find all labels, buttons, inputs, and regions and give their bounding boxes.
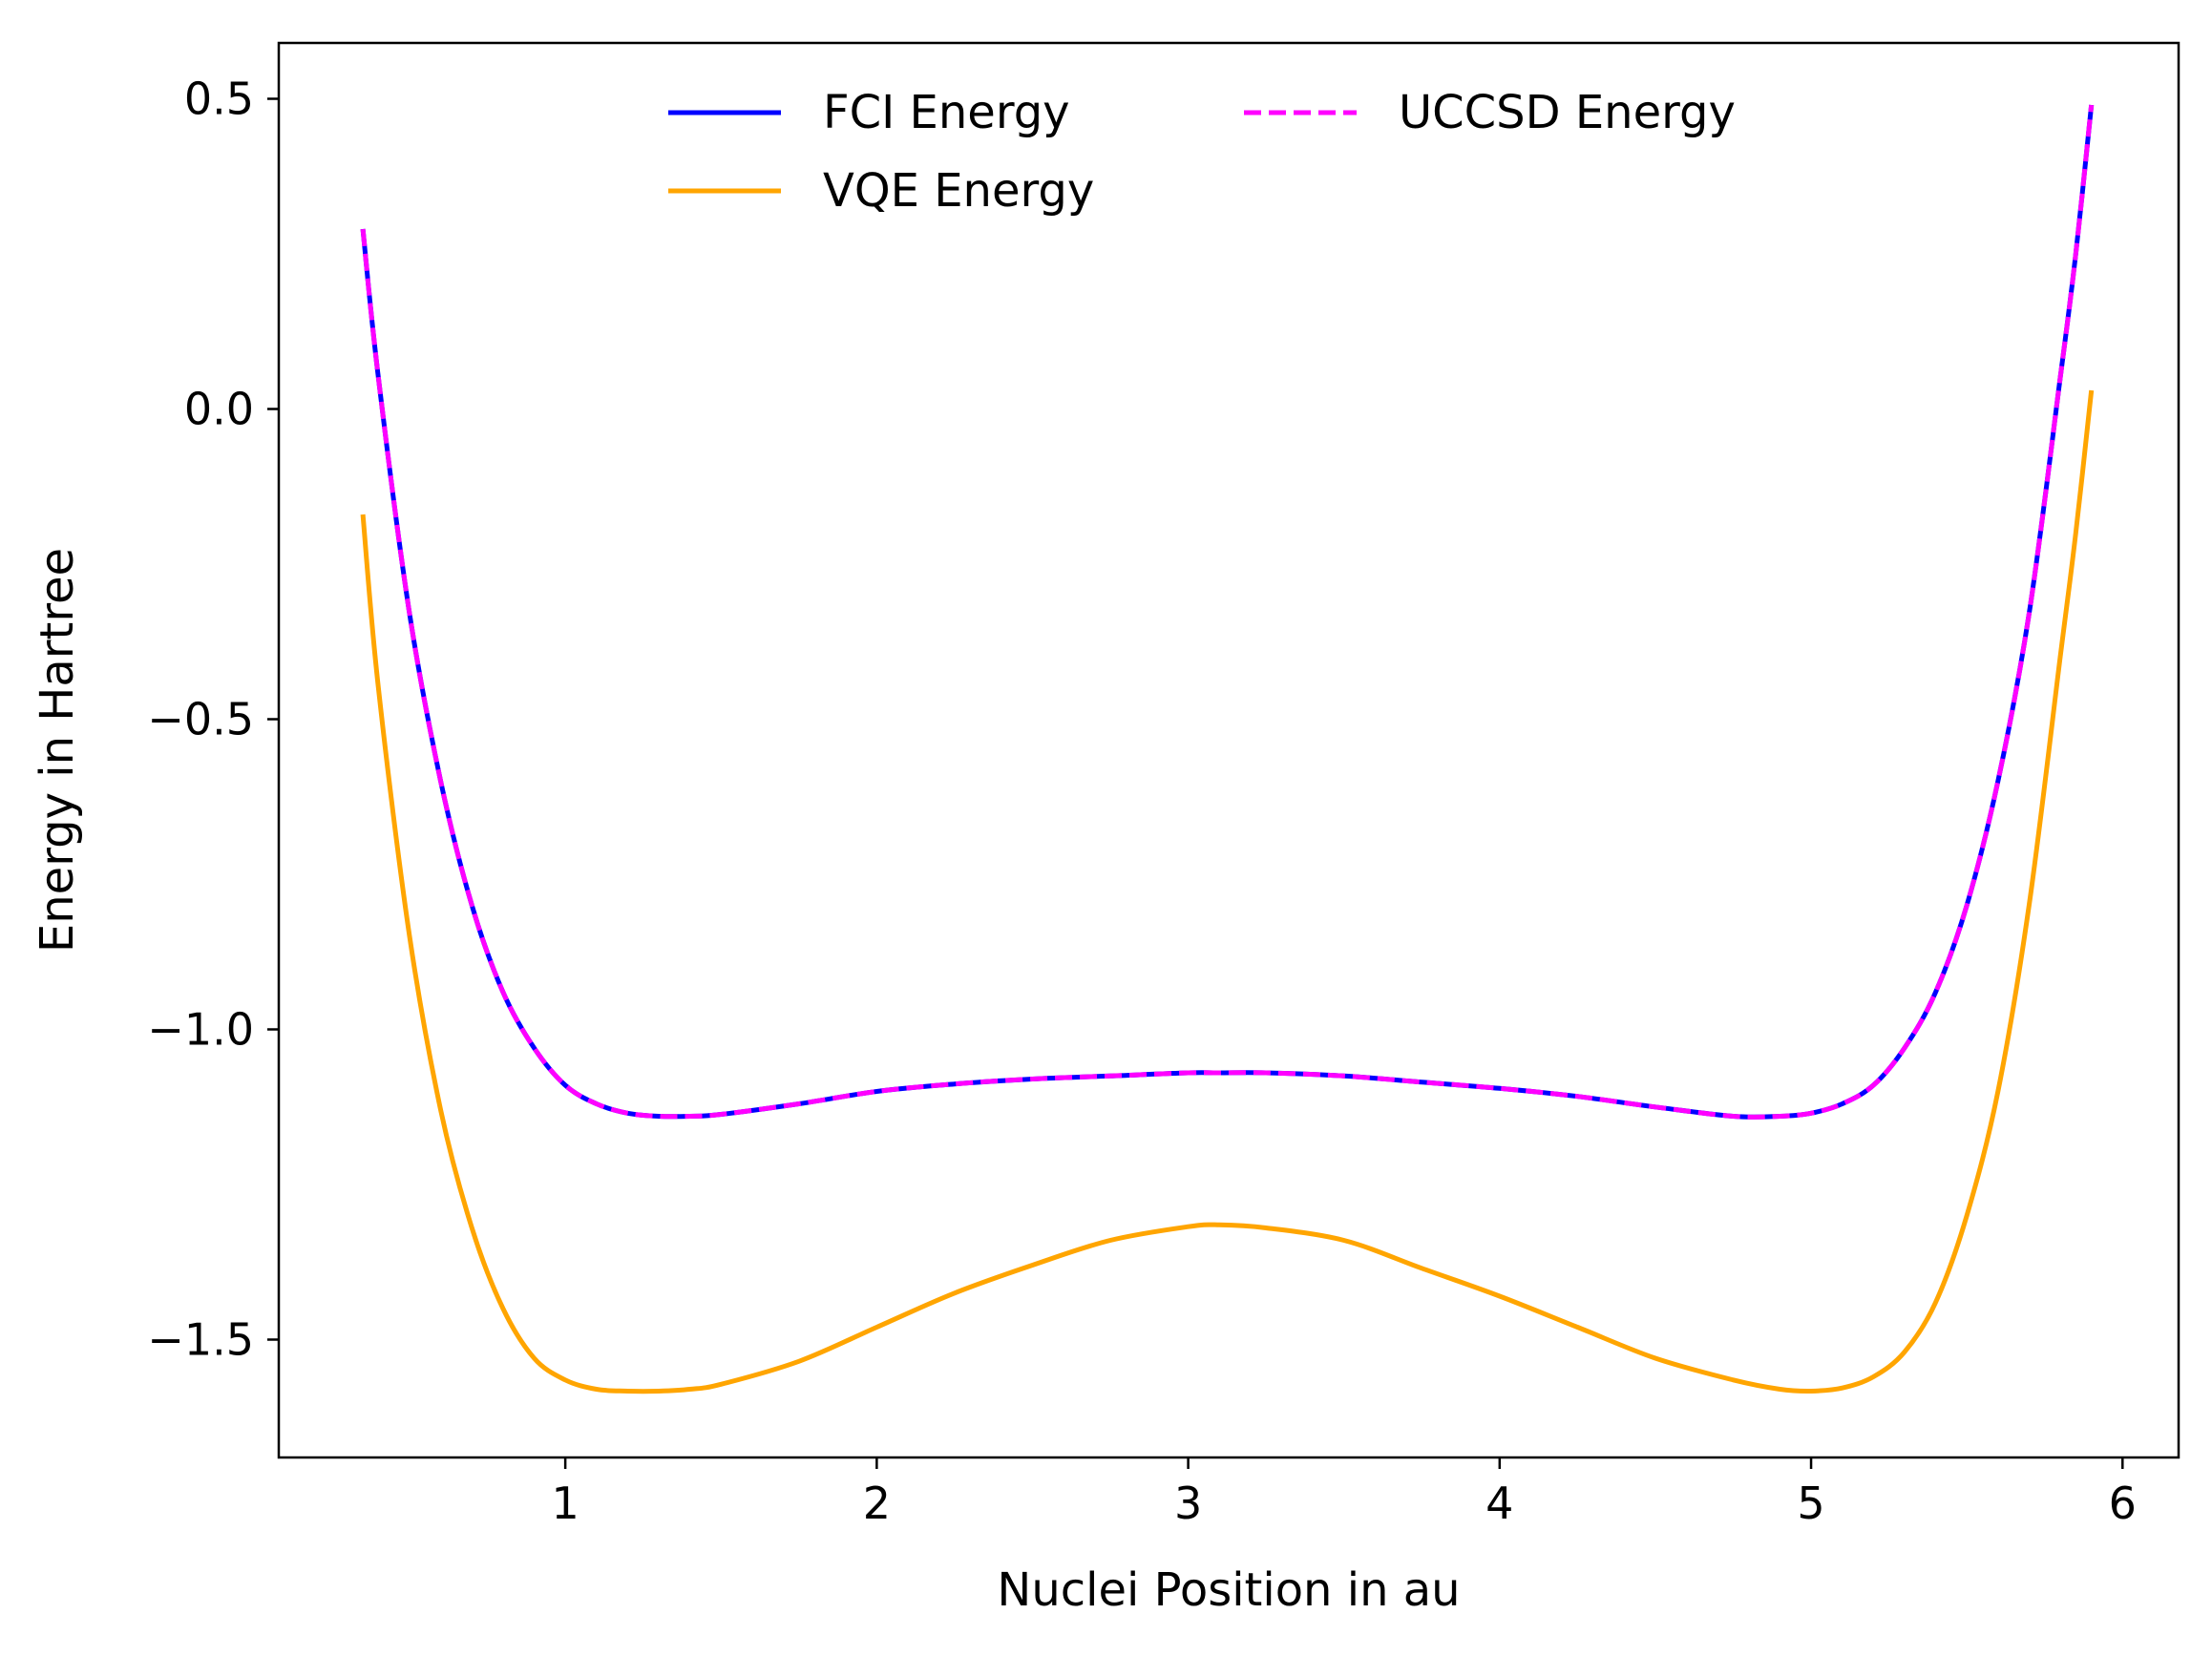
y-tick-label: 0.0 (184, 384, 254, 435)
series-layer (360, 104, 2095, 1394)
x-tick-label: 3 (1174, 1478, 1202, 1529)
y-tick-label: −1.5 (147, 1314, 254, 1366)
x-tick-label: 4 (1485, 1478, 1513, 1529)
x-tick-label: 2 (863, 1478, 891, 1529)
y-axis-label: Energy in Hartree (31, 548, 84, 953)
x-tick-label: 1 (551, 1478, 579, 1529)
series-line-uccsd-energy (360, 104, 2095, 1120)
legend-label: UCCSD Energy (1399, 86, 1736, 139)
y-tick-label: −1.0 (147, 1004, 254, 1056)
x-tick-label: 6 (2109, 1478, 2137, 1529)
series-line-vqe-energy (360, 389, 2095, 1394)
y-tick-label: 0.5 (184, 73, 254, 125)
x-axis-label: Nuclei Position in au (997, 1563, 1460, 1617)
x-axis: 1 2 3 4 5 6 (551, 1457, 2137, 1529)
y-tick-label: −0.5 (147, 694, 254, 745)
axes-frame (277, 41, 2180, 1459)
x-tick-label: 5 (1797, 1478, 1824, 1529)
legend: FCI Energy VQE Energy UCCSD Energy (668, 86, 1736, 218)
legend-label: FCI Energy (823, 86, 1070, 139)
legend-label: VQE Energy (823, 164, 1094, 218)
y-axis: 0.5 0.0 −0.5 −1.0 −1.5 (147, 73, 279, 1366)
